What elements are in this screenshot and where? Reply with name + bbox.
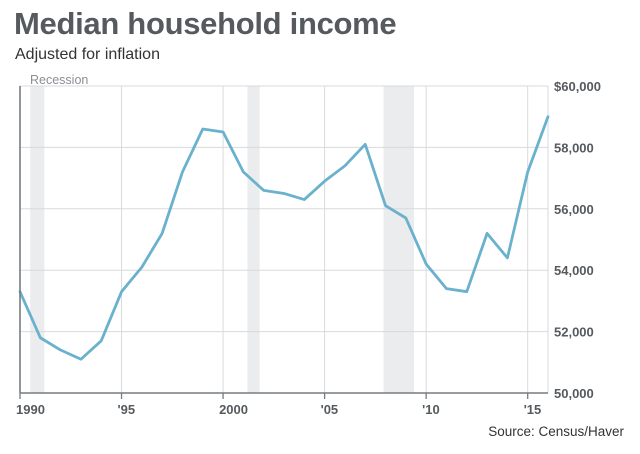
chart-subtitle: Adjusted for inflation xyxy=(15,46,160,63)
y-tick-label: 54,000 xyxy=(554,263,594,278)
series-lines xyxy=(18,115,550,361)
y-tick-label: 56,000 xyxy=(554,202,594,217)
x-tick-label: 2000 xyxy=(219,402,248,417)
recession-band-0 xyxy=(30,86,45,393)
x-tick-label: '15 xyxy=(524,402,542,417)
axes xyxy=(19,86,548,394)
x-axis-ticks: 1990 '95 2000 '05 '10 '15 xyxy=(16,393,541,417)
x-tick-label: '10 xyxy=(422,402,440,417)
y-tick-label: $60,000 xyxy=(554,79,601,94)
chart-title: Median household income xyxy=(14,6,397,41)
x-tick-label: 1990 xyxy=(16,402,45,417)
y-tick-label: 52,000 xyxy=(554,325,594,340)
y-tick-label: 50,000 xyxy=(554,386,594,401)
x-tick-label: '95 xyxy=(118,402,136,417)
recession-band-1 xyxy=(247,86,260,393)
gridlines xyxy=(20,85,549,393)
series-line-0 xyxy=(18,115,550,361)
recession-legend-label: Recession xyxy=(30,73,88,87)
chart-source: Source: Census/Haver xyxy=(488,424,624,439)
recession-bands xyxy=(30,86,414,393)
y-axis-ticks: 50,000 52,000 54,000 56,000 58,000 $60,000 xyxy=(554,79,601,401)
x-tick-label: '05 xyxy=(321,402,339,417)
y-tick-label: 58,000 xyxy=(554,140,594,155)
recession-band-2 xyxy=(383,86,414,393)
